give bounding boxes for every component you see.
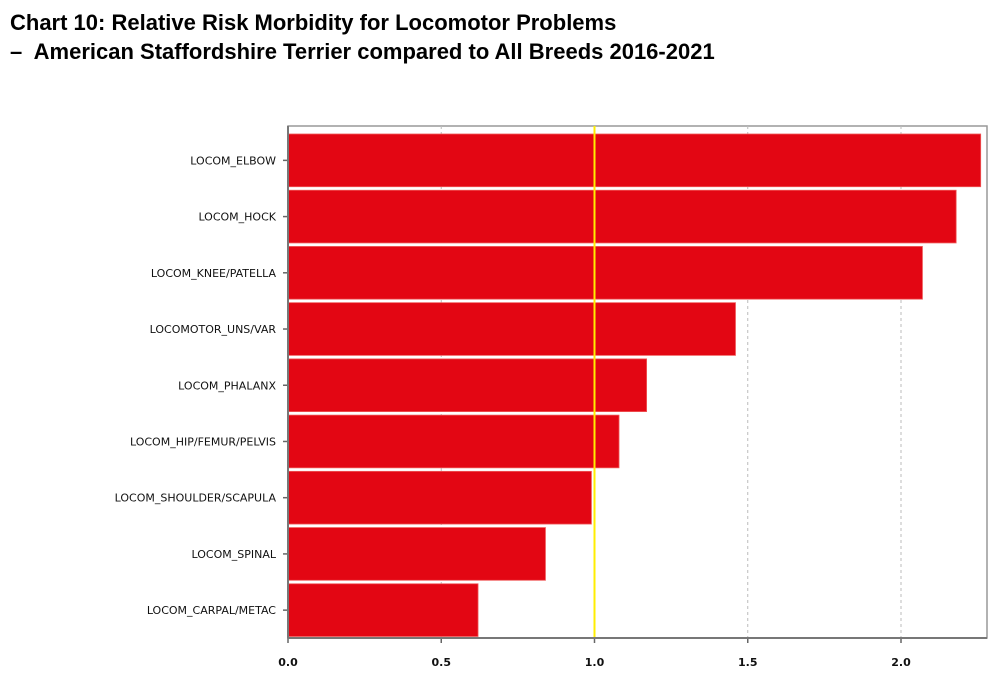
y-category-label: LOCOM_HOCK xyxy=(198,211,276,224)
x-tick-label: 1.0 xyxy=(585,656,605,669)
chart-title: Chart 10: Relative Risk Morbidity for Lo… xyxy=(10,10,617,35)
y-category-label: LOCOM_SHOULDER/SCAPULA xyxy=(115,492,277,505)
y-category-label: LOCOMOTOR_UNS/VAR xyxy=(150,323,277,336)
y-category-label: LOCOM_KNEE/PATELLA xyxy=(151,267,277,280)
bar-locom-phalanx xyxy=(287,358,648,413)
bar-locom-hip-femur-pelvis xyxy=(287,414,620,469)
y-category-label: LOCOM_CARPAL/METAC xyxy=(147,604,276,617)
x-tick-label: 0.0 xyxy=(278,656,298,669)
bar-locom-shoulder-scapula xyxy=(287,470,592,525)
bar-locom-hock xyxy=(287,189,957,244)
chart-subtitle: – American Staffordshire Terrier compare… xyxy=(10,39,715,64)
chart-title-block: Chart 10: Relative Risk Morbidity for Lo… xyxy=(10,8,715,66)
x-tick-label: 1.5 xyxy=(738,656,758,669)
y-category-label: LOCOM_ELBOW xyxy=(190,154,276,167)
bar-locom-spinal xyxy=(287,527,546,581)
bar-locomotor-uns-var xyxy=(287,302,736,356)
y-category-label: LOCOM_PHALANX xyxy=(178,379,276,392)
bar-locom-knee-patella xyxy=(287,246,923,300)
x-tick-label: 2.0 xyxy=(891,656,911,669)
x-tick-label: 0.5 xyxy=(432,656,452,669)
bar-locom-elbow xyxy=(287,133,982,188)
y-category-label: LOCOM_HIP/FEMUR/PELVIS xyxy=(130,435,276,448)
bar-locom-carpal-metac xyxy=(287,583,479,637)
y-category-label: LOCOM_SPINAL xyxy=(192,548,277,561)
